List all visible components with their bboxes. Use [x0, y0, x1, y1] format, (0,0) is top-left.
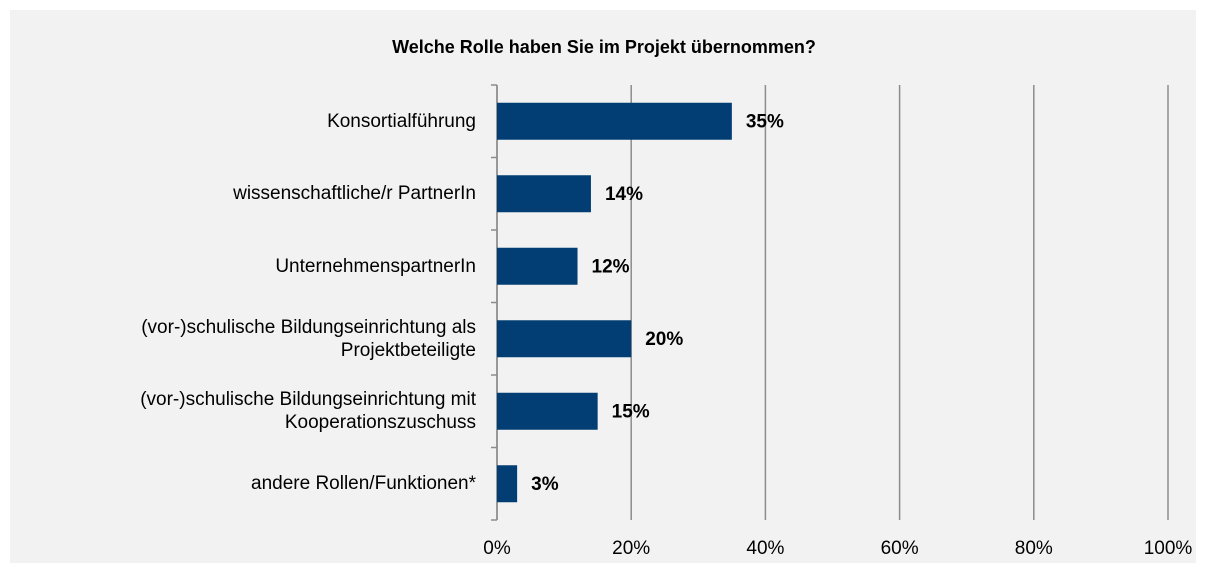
bar [497, 247, 578, 285]
chart-title: Welche Rolle haben Sie im Projekt überno… [392, 37, 816, 57]
bar [497, 392, 598, 430]
x-tick-label: 100% [1144, 538, 1193, 559]
x-tick-label: 0% [483, 538, 511, 559]
value-label: 14% [605, 184, 643, 205]
y-tick-label: UnternehmenspartnerIn [275, 255, 476, 277]
x-tick-label: 60% [881, 538, 919, 559]
bar [497, 102, 732, 140]
value-label: 20% [645, 329, 683, 350]
y-tick-label: (vor-)schulische Bildungseinrichtung mit… [140, 389, 476, 434]
x-tick-label: 80% [1015, 538, 1053, 559]
x-tick-label: 20% [612, 538, 650, 559]
value-label: 3% [531, 474, 559, 495]
y-tick-label: wissenschaftliche/r PartnerIn [233, 183, 476, 205]
value-label: 15% [612, 401, 650, 422]
bar [497, 465, 518, 503]
bar [497, 175, 591, 213]
bar [497, 320, 632, 358]
value-label: 35% [746, 111, 784, 132]
y-tick-label: andere Rollen/Funktionen* [251, 473, 476, 495]
value-label: 12% [592, 256, 630, 277]
chart-background [10, 10, 1196, 563]
y-tick-label: (vor-)schulische Bildungseinrichtung als… [141, 316, 476, 361]
x-tick-label: 40% [746, 538, 784, 559]
y-tick-label: Konsortialführung [327, 110, 476, 132]
